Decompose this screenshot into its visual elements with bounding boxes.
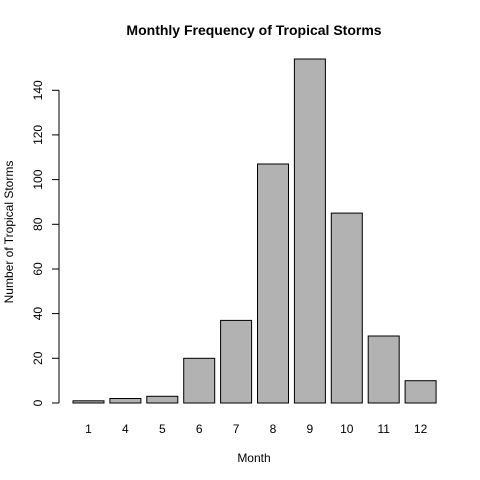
y-tick-label: 60 xyxy=(31,262,45,276)
bar-month-7 xyxy=(220,319,253,404)
bar-month-4 xyxy=(109,398,142,404)
x-tick-label: 11 xyxy=(377,422,390,436)
x-tick-label: 1 xyxy=(85,422,92,436)
y-tick-label: 100 xyxy=(31,169,45,189)
y-tick-label: 140 xyxy=(31,80,45,100)
x-tick-labels: 1 4 5 6 7 8 9 10 11 12 xyxy=(85,422,427,436)
bar-month-8 xyxy=(257,163,289,404)
x-tick-label: 5 xyxy=(159,422,166,436)
bar-month-11 xyxy=(367,335,400,404)
bar-month-1 xyxy=(72,400,105,404)
bars-group xyxy=(72,58,437,404)
bar-month-12 xyxy=(404,380,437,404)
bar-month-10 xyxy=(330,212,363,404)
y-tick-label: 0 xyxy=(31,399,45,406)
x-tick-label: 9 xyxy=(307,422,314,436)
x-tick-label: 6 xyxy=(196,422,203,436)
x-tick-label: 10 xyxy=(340,422,354,436)
x-tick-label: 12 xyxy=(414,422,428,436)
bar-month-6 xyxy=(183,357,216,404)
y-tick-label: 20 xyxy=(31,351,45,365)
x-tick-label: 4 xyxy=(122,422,129,436)
y-tick-label: 120 xyxy=(31,125,45,145)
y-tick-label: 40 xyxy=(31,307,45,321)
chart-title: Monthly Frequency of Tropical Storms xyxy=(126,22,381,38)
x-axis-label: Month xyxy=(237,451,270,465)
bar-month-9 xyxy=(293,58,326,404)
y-axis-label: Number of Tropical Storms xyxy=(2,161,16,304)
x-tick-label: 7 xyxy=(233,422,240,436)
y-axis: 0 20 40 60 80 100 120 140 xyxy=(31,80,60,406)
x-tick-label: 8 xyxy=(270,422,277,436)
y-tick-label: 80 xyxy=(31,217,45,231)
bar-month-5 xyxy=(146,395,179,404)
